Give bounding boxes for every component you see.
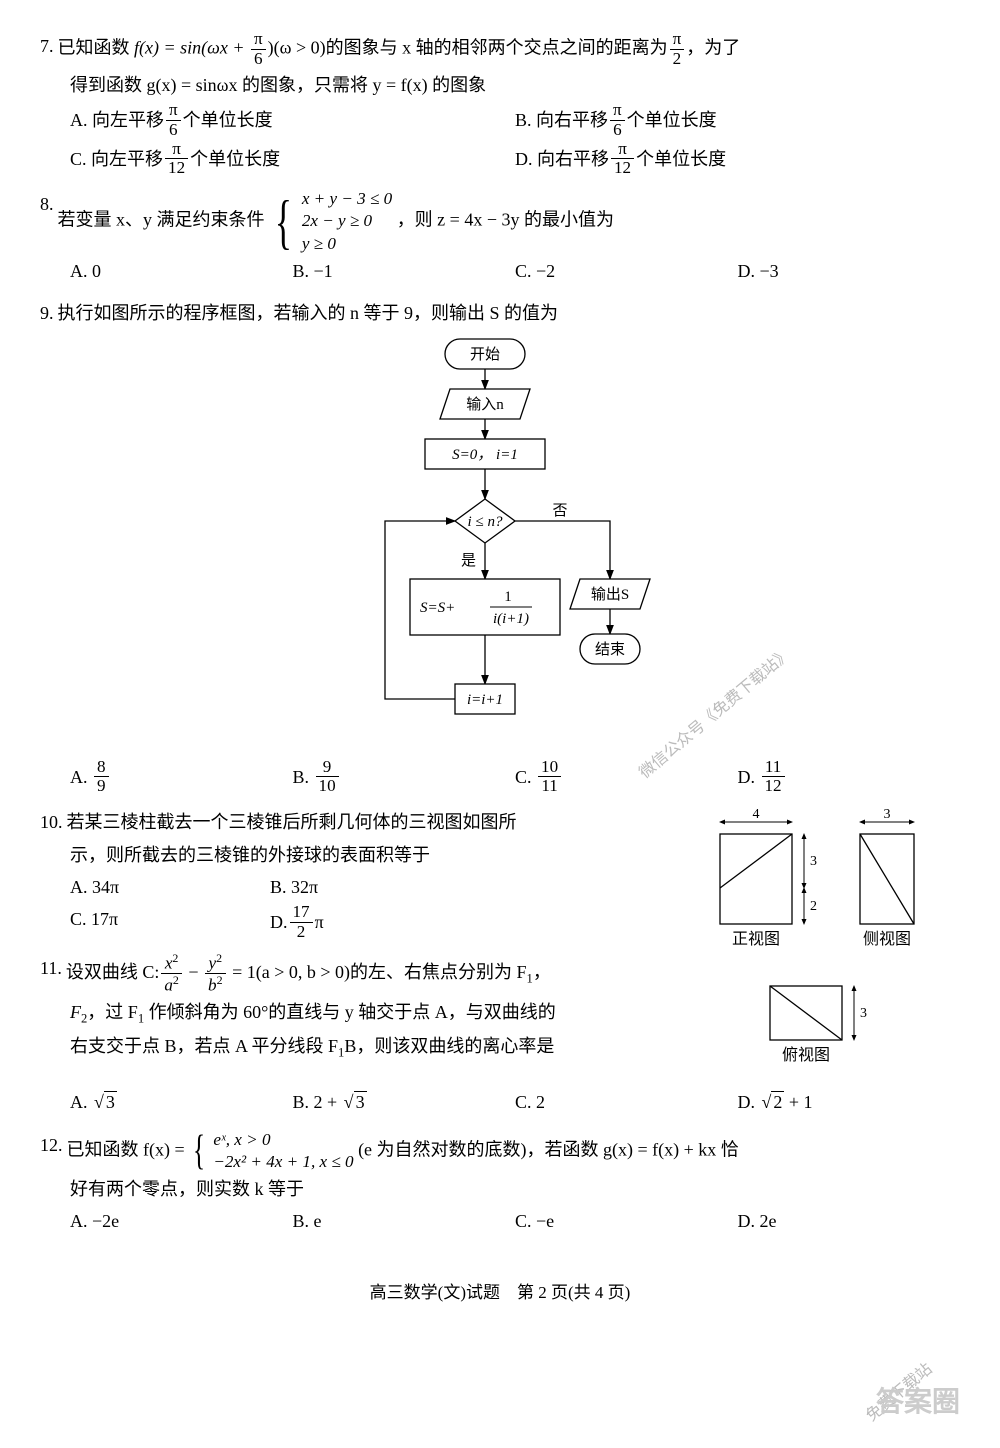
q11-option-d: D. 2 + 1 <box>738 1086 961 1118</box>
q7-option-c: C. 向左平移π12个单位长度 <box>70 140 515 179</box>
svg-text:输入n: 输入n <box>466 396 504 413</box>
svg-text:1: 1 <box>504 589 512 605</box>
q12-option-a: A. −2e <box>70 1205 293 1237</box>
q12-stem: 已知函数 f(x) = { eˣ, x > 0 −2x² + 4x + 1, x… <box>67 1129 961 1173</box>
q7-option-d: D. 向右平移π12个单位长度 <box>515 140 960 179</box>
q11-option-c: C. 2 <box>515 1086 738 1118</box>
svg-text:3: 3 <box>860 1006 867 1021</box>
q8-stem: 若变量 x、y 满足约束条件 { x + y − 3 ≤ 0 2x − y ≥ … <box>58 188 961 255</box>
q12-option-c: C. −e <box>515 1205 738 1237</box>
svg-text:是: 是 <box>461 553 476 569</box>
q10-number: 10. <box>40 806 63 838</box>
svg-text:i(i+1): i(i+1) <box>493 611 529 627</box>
q7-frac1: π6 <box>251 30 266 69</box>
q7-options: A. 向左平移π6个单位长度 B. 向右平移π6个单位长度 C. 向左平移π12… <box>70 101 960 178</box>
svg-text:俯视图: 俯视图 <box>782 1046 830 1064</box>
q7-option-a: A. 向左平移π6个单位长度 <box>70 101 515 140</box>
q7-text: 已知函数 <box>58 37 135 57</box>
svg-text:i ≤ n?: i ≤ n? <box>468 514 503 530</box>
svg-text:3: 3 <box>810 854 817 869</box>
q7-stem: 已知函数 f(x) = sin(ωx + π6)(ω > 0)的图象与 x 轴的… <box>58 30 961 69</box>
question-7: 7. 已知函数 f(x) = sin(ωx + π6)(ω > 0)的图象与 x… <box>40 30 960 178</box>
three-views: 4 3 2 正视图 3 侧视图 3 俯视图 <box>700 806 960 1086</box>
q7-text3: ，为了 <box>686 37 740 57</box>
q10-option-b: B. 32π <box>270 871 470 903</box>
svg-text:结束: 结束 <box>595 641 625 658</box>
q11-option-b: B. 2 + 3 <box>293 1086 516 1118</box>
q8-option-d: D. −3 <box>738 255 961 287</box>
q10-line1: 若某三棱柱截去一个三棱锥后所剩几何体的三视图如图所 <box>67 806 691 838</box>
q7-number: 7. <box>40 30 54 62</box>
svg-text:3: 3 <box>884 807 891 822</box>
q8-option-a: A. 0 <box>70 255 293 287</box>
q9-options: A. 89 B. 910 C. 1011 D. 1112 <box>70 758 960 797</box>
q7-frac2: π2 <box>670 30 685 69</box>
watermark-diag2: 免费下载站 <box>860 1357 940 1430</box>
q11-option-a: A. 3 <box>70 1086 293 1118</box>
svg-text:i=i+1: i=i+1 <box>467 692 503 708</box>
q9-stem: 执行如图所示的程序框图，若输入的 n 等于 9，则输出 S 的值为 <box>58 297 961 329</box>
q9-option-b: B. 910 <box>293 758 516 797</box>
q7-line2: 得到函数 g(x) = sinωx 的图象，只需将 y = f(x) 的图象 <box>70 69 960 101</box>
q7-option-b: B. 向右平移π6个单位长度 <box>515 101 960 140</box>
q11-number: 11. <box>40 952 62 984</box>
q11-options: A. 3 B. 2 + 3 C. 2 D. 2 + 1 <box>70 1086 960 1118</box>
q8-option-b: B. −1 <box>293 255 516 287</box>
svg-text:侧视图: 侧视图 <box>863 930 911 948</box>
q12-option-d: D. 2e <box>738 1205 961 1237</box>
svg-text:开始: 开始 <box>470 346 500 363</box>
q9-flowchart: 是 否 开始输入n S=0， i=1 i ≤ n? S=S+ 1 i(i+1) i=i+1 输出… <box>40 334 960 754</box>
svg-text:S=0， i=1: S=0， i=1 <box>452 447 518 463</box>
q8-system: { x + y − 3 ≤ 0 2x − y ≥ 0 y ≥ 0 <box>269 188 392 255</box>
q11-stem: 设双曲线 C:x2a2 − y2b2 = 1(a > 0, b > 0)的左、右… <box>66 952 690 996</box>
q9-option-d: D. 1112 <box>738 758 961 797</box>
svg-text:S=S+: S=S+ <box>420 600 455 616</box>
q7-fx: f(x) = sin(ωx + <box>134 37 249 57</box>
page-footer: 高三数学(文)试题 第 2 页(共 4 页) <box>40 1278 960 1309</box>
q7-text2: )(ω > 0)的图象与 x 轴的相邻两个交点之间的距离为 <box>268 37 668 57</box>
q12-option-b: B. e <box>293 1205 516 1237</box>
q10-option-d: D. 172π <box>270 903 470 942</box>
question-8: 8. 若变量 x、y 满足约束条件 { x + y − 3 ≤ 0 2x − y… <box>40 188 960 287</box>
q10-option-a: A. 34π <box>70 871 270 903</box>
watermark-logo: 答案圈 <box>876 1378 960 1428</box>
question-9: 9. 执行如图所示的程序框图，若输入的 n 等于 9，则输出 S 的值为 是 否 开… <box>40 297 960 796</box>
question-12: 12. 已知函数 f(x) = { eˣ, x > 0 −2x² + 4x + … <box>40 1129 960 1238</box>
flowchart-svg: 是 否 开始输入n S=0， i=1 i ≤ n? S=S+ 1 i(i+1) i=i+1 输出… <box>330 334 670 754</box>
svg-text:正视图: 正视图 <box>732 930 780 948</box>
q9-option-a: A. 89 <box>70 758 293 797</box>
q12-number: 12. <box>40 1129 63 1161</box>
q8-number: 8. <box>40 188 54 220</box>
q10-options: A. 34π B. 32π <box>70 871 690 903</box>
q10-option-c: C. 17π <box>70 903 270 942</box>
svg-text:2: 2 <box>810 899 817 914</box>
svg-text:4: 4 <box>753 807 760 822</box>
q8-option-c: C. −2 <box>515 255 738 287</box>
q8-options: A. 0 B. −1 C. −2 D. −3 <box>70 255 960 287</box>
views-svg: 4 3 2 正视图 3 侧视图 3 俯视图 <box>700 806 960 1086</box>
q9-option-c: C. 1011 <box>515 758 738 797</box>
q12-options: A. −2e B. e C. −e D. 2e <box>70 1205 960 1237</box>
svg-text:输出S: 输出S <box>591 586 629 603</box>
q12-system: { eˣ, x > 0 −2x² + 4x + 1, x ≤ 0 <box>189 1129 353 1173</box>
q12-line2: 好有两个零点，则实数 k 等于 <box>70 1173 960 1205</box>
svg-text:否: 否 <box>553 503 568 519</box>
q9-number: 9. <box>40 297 54 329</box>
